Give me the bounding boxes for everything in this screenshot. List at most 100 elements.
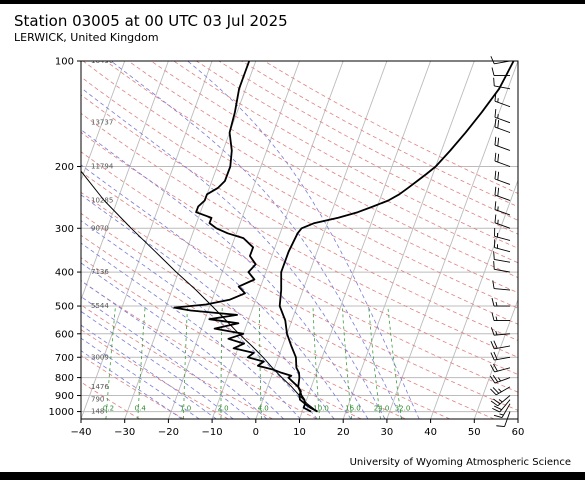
wind-barb — [492, 399, 511, 413]
wind-barb-staff — [494, 85, 511, 90]
wind-barb-flag — [493, 351, 498, 360]
wind-barb-flag — [490, 56, 495, 64]
wind-barb-flag — [490, 341, 495, 349]
moist-adiabat-line — [81, 310, 234, 419]
y-tick-label: 800 — [55, 373, 74, 384]
wind-barb-flag — [494, 136, 497, 146]
wind-barb — [494, 228, 511, 241]
isotherm-line — [167, 61, 300, 419]
dry-adiabat-line — [105, 61, 518, 294]
x-tick-label: 40 — [424, 427, 437, 438]
wind-barb-flag — [494, 109, 497, 118]
isotherm-line — [81, 61, 126, 182]
wind-barb-flag — [497, 137, 500, 147]
mixing-ratio-line — [105, 305, 116, 419]
wind-barb-flag — [494, 186, 497, 196]
mixing-ratio-label: 0.4 — [135, 405, 147, 413]
dry-adiabat-line — [81, 171, 518, 411]
wind-barb — [490, 363, 511, 373]
height-label: 10285 — [91, 197, 113, 205]
mixing-ratio-line — [259, 306, 262, 419]
wind-barb — [494, 201, 511, 216]
wind-barb-staff — [494, 126, 511, 133]
y-tick-label: 1000 — [49, 407, 74, 418]
dry-adiabat-line — [173, 61, 518, 249]
wind-barb — [490, 327, 511, 336]
wind-barb-flag — [492, 280, 495, 289]
wind-barb-staff — [494, 259, 511, 263]
wind-barb-half-flag — [498, 388, 502, 393]
isotherm-line — [211, 61, 344, 419]
wind-barb-flag — [497, 119, 500, 129]
footer-credit: University of Wyoming Atmospheric Scienc… — [349, 457, 571, 468]
mixing-ratio-line — [137, 305, 146, 419]
wind-barb-flag — [493, 398, 501, 405]
dry-adiabat-line — [196, 61, 518, 235]
dry-adiabat-line — [81, 381, 140, 419]
height-label: 148 — [91, 408, 104, 416]
wind-barb-flag — [490, 364, 495, 373]
wind-barb-flag — [497, 187, 500, 197]
y-tick-label: 600 — [55, 329, 74, 340]
wind-barb — [494, 92, 511, 108]
wind-barb-flag — [491, 67, 495, 76]
wind-barb-flag — [497, 171, 500, 181]
wind-barb — [490, 340, 511, 350]
wind-barb-flag — [494, 405, 502, 411]
wind-barb-half-flag — [497, 377, 501, 382]
dry-adiabat-line — [128, 61, 518, 278]
wind-barb-half-flag — [498, 399, 503, 403]
moist-adiabat-line — [81, 337, 200, 419]
height-label: 3009 — [91, 353, 109, 361]
dry-adiabat-line — [81, 94, 518, 341]
wind-barb-flag — [489, 375, 496, 384]
moist-adiabat-line — [81, 194, 335, 419]
wind-barb-flag — [494, 170, 497, 180]
height-label: 9070 — [91, 224, 109, 232]
wind-barb — [489, 374, 511, 384]
parcel-line — [81, 170, 318, 412]
wind-barb-flag — [494, 201, 497, 210]
dry-adiabat-line — [218, 61, 518, 221]
isotherm-line — [386, 61, 518, 419]
top-black-bar — [0, 0, 585, 4]
y-tick-label: 900 — [55, 391, 74, 402]
wind-barb — [494, 109, 511, 124]
x-tick-label: −20 — [158, 427, 179, 438]
height-label: 13737 — [91, 119, 113, 127]
moist-adiabat-line — [81, 242, 301, 419]
wind-barb — [491, 312, 510, 322]
wind-barb — [494, 136, 511, 151]
isotherm-line — [81, 61, 82, 63]
dry-adiabat-line — [81, 354, 185, 419]
moist-adiabat-line — [81, 350, 183, 419]
mixing-ratio-label: 24.0 — [374, 405, 390, 413]
isotherm-line — [255, 61, 388, 419]
wind-barb-flag — [493, 340, 498, 349]
wind-barb — [490, 351, 511, 361]
moist-adiabat-line — [81, 164, 352, 419]
dry-adiabat-line — [81, 329, 229, 419]
x-tick-label: −40 — [70, 427, 91, 438]
isotherm-line — [81, 61, 213, 419]
wind-barb-flag — [490, 327, 495, 336]
wind-barb-staff — [494, 160, 511, 167]
wind-barb — [492, 280, 511, 291]
wind-barb-flag — [494, 152, 497, 162]
wind-barb — [494, 152, 511, 167]
wind-barb-flag — [491, 312, 495, 321]
wind-barb-half-flag — [495, 330, 498, 336]
height-label: 16456 — [91, 57, 114, 65]
wind-barb — [493, 77, 511, 90]
isotherm-line — [81, 61, 169, 301]
wind-barb — [494, 170, 511, 185]
y-tick-label: 500 — [55, 302, 74, 313]
dry-adiabat-line — [241, 61, 518, 208]
x-tick-label: 50 — [468, 427, 481, 438]
wind-barb-half-flag — [499, 413, 504, 416]
mixing-ratio-label: 2.0 — [217, 405, 228, 413]
wind-barb-flag — [493, 77, 495, 87]
wind-barb — [494, 186, 511, 201]
temperature-line — [278, 61, 515, 413]
wind-barb-staff — [494, 268, 511, 273]
